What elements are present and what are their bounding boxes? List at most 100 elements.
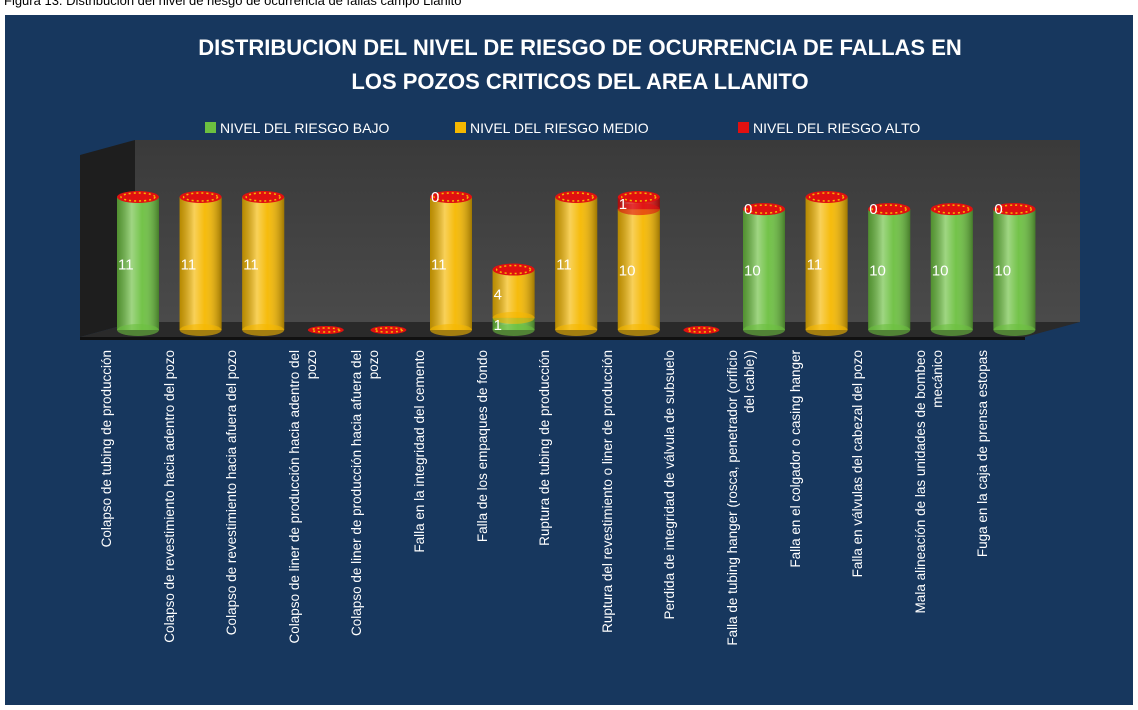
bar-cap-dots bbox=[182, 192, 219, 202]
bar-cap bbox=[307, 326, 344, 334]
data-label: 1 bbox=[494, 317, 502, 334]
legend-label: NIVEL DEL RIESGO MEDIO bbox=[470, 120, 649, 136]
bar-cap bbox=[993, 203, 1036, 216]
x-tick-label: Ruptura de tubing de producción bbox=[537, 350, 553, 546]
x-tick-label: Falla de tubing hanger (rosca, penetrado… bbox=[725, 350, 757, 646]
figure-caption: Figura 13. Distribución del nivel de rie… bbox=[4, 0, 462, 8]
bar-cap bbox=[868, 203, 911, 216]
bar-base-edge bbox=[805, 324, 848, 336]
bar-cap-dots bbox=[433, 192, 469, 202]
bar-cap-dots bbox=[871, 204, 907, 214]
data-label: 10 bbox=[932, 263, 949, 280]
data-label: 11 bbox=[118, 257, 134, 274]
bar-cap bbox=[430, 191, 472, 203]
legend-swatch bbox=[455, 122, 466, 133]
x-tick-label: Ruptura del revestimiento o liner de pro… bbox=[599, 350, 615, 633]
bar-base-edge bbox=[242, 324, 285, 336]
bar-base-edge bbox=[617, 203, 660, 216]
bar-cap-dots bbox=[686, 327, 717, 333]
bar-cap-dots bbox=[808, 192, 845, 202]
legend-swatch bbox=[205, 122, 216, 133]
floor-edge bbox=[80, 337, 1025, 340]
data-label: 0 bbox=[994, 201, 1002, 218]
legend-label: NIVEL DEL RIESGO BAJO bbox=[220, 120, 389, 136]
bar-cap-dots bbox=[245, 192, 281, 202]
bar-cap bbox=[805, 191, 848, 203]
bar-shine bbox=[805, 197, 848, 330]
x-tick-label: Fuga en la caja de prensa estopas bbox=[975, 350, 991, 558]
x-tick-label: Colapso de tubing de producción bbox=[99, 350, 114, 548]
x-tick-label: Colapso de liner de producción hacia afu… bbox=[349, 350, 382, 636]
data-label: 10 bbox=[869, 263, 886, 280]
data-label: 1 bbox=[619, 196, 627, 213]
bar-base-edge bbox=[117, 324, 159, 336]
x-tick-label: Colapso de revestimiento hacia adentro d… bbox=[161, 350, 177, 643]
bar-base-edge bbox=[179, 324, 222, 336]
bar-cap-dots bbox=[495, 264, 532, 275]
data-label: 10 bbox=[619, 263, 636, 280]
bar-cap bbox=[179, 191, 222, 203]
bar-shine bbox=[930, 209, 973, 330]
x-tick-label: Falla de los empaques de fondo bbox=[474, 350, 490, 543]
data-label: 0 bbox=[869, 201, 877, 218]
data-label: 11 bbox=[243, 257, 259, 274]
bar-cap-dots bbox=[373, 327, 404, 333]
legend-label: NIVEL DEL RIESGO ALTO bbox=[753, 120, 920, 136]
data-label: 11 bbox=[807, 257, 823, 274]
bar-shine bbox=[617, 209, 660, 330]
x-tick-label: Falla en la integridad del cemento bbox=[412, 350, 427, 553]
x-tick-label: Falla en válvulas del cabezal del pozo bbox=[850, 350, 866, 578]
bar-shine bbox=[555, 197, 598, 330]
bar-base-edge bbox=[492, 311, 535, 324]
bar-cap bbox=[683, 326, 720, 334]
bar-cap-dots bbox=[996, 204, 1033, 214]
bar-base-edge bbox=[430, 324, 472, 336]
bar-cap-dots bbox=[746, 204, 782, 214]
bar-shine bbox=[117, 197, 159, 330]
back-wall bbox=[135, 140, 1080, 322]
bar-shine bbox=[242, 197, 285, 330]
bar-cap-dots bbox=[311, 327, 341, 333]
data-label: 0 bbox=[744, 201, 752, 218]
bar-base-edge bbox=[617, 324, 660, 336]
bar-base-edge bbox=[993, 324, 1036, 336]
bar-shine bbox=[492, 269, 535, 318]
bar-cap-dots bbox=[558, 192, 594, 202]
chart-title: DISTRIBUCION DEL NIVEL DE RIESGO DE OCUR… bbox=[198, 35, 962, 94]
data-label: 10 bbox=[994, 263, 1011, 280]
bar-shine bbox=[993, 209, 1036, 330]
bar-cap bbox=[930, 203, 973, 216]
data-label: 11 bbox=[556, 257, 572, 274]
data-label: 11 bbox=[431, 257, 447, 274]
panel bbox=[5, 15, 1133, 705]
x-tick-label: Perdida de integridad de válvula de subs… bbox=[662, 350, 678, 620]
bar-cap bbox=[492, 263, 535, 276]
bar-cap-dots bbox=[621, 192, 657, 202]
bar-cap bbox=[743, 203, 785, 216]
data-label: 11 bbox=[181, 257, 197, 274]
bar-cap-dots bbox=[120, 192, 156, 202]
bar-cap bbox=[370, 326, 407, 334]
x-tick-label: Mala alineación de las unidades de bombe… bbox=[912, 350, 945, 614]
bar-cap bbox=[117, 191, 159, 203]
data-label: 0 bbox=[431, 189, 439, 206]
data-label: 4 bbox=[494, 287, 502, 304]
bar-shine bbox=[430, 197, 472, 330]
x-tick-label: Falla en el colgador o casing hanger bbox=[787, 350, 803, 568]
bar-base-edge bbox=[930, 324, 973, 336]
x-tick-label: Colapso de liner de producción hacia ade… bbox=[286, 350, 319, 644]
bar-shine bbox=[179, 197, 222, 330]
bar-shine bbox=[743, 209, 785, 330]
bar-base-edge bbox=[743, 324, 785, 336]
bar-cap bbox=[242, 191, 285, 203]
legend-swatch bbox=[738, 122, 749, 133]
bar-cap bbox=[555, 191, 598, 203]
bar-base-edge bbox=[868, 324, 911, 336]
bar-base-edge bbox=[492, 324, 535, 336]
bar-cap bbox=[617, 191, 660, 203]
bar-base-edge bbox=[555, 324, 598, 336]
data-label: 10 bbox=[744, 263, 761, 280]
x-tick-label: Colapso de revestimiento hacia afuera de… bbox=[224, 350, 240, 636]
